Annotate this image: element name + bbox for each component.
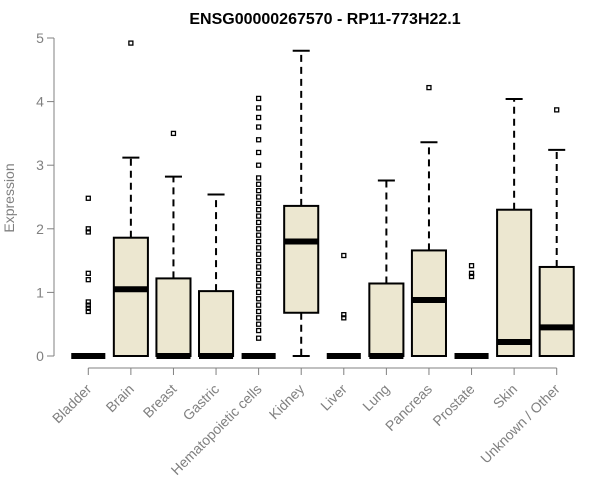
outlier-point — [85, 305, 91, 311]
x-tick-label: Prostate — [429, 381, 477, 429]
box-rect — [410, 249, 447, 357]
box-lung — [368, 179, 405, 359]
x-tick-label: Brain — [103, 381, 137, 415]
outlier-point — [85, 277, 91, 283]
outlier-point — [255, 251, 262, 257]
outlier-point — [85, 195, 91, 201]
outlier-point — [255, 200, 262, 207]
box-liver — [326, 252, 361, 359]
outlier-point — [255, 302, 262, 308]
box-rect — [538, 265, 575, 357]
x-tick-label: Liver — [317, 381, 350, 414]
outlier-point — [170, 130, 177, 137]
x-tick-label: Pancreas — [382, 381, 435, 434]
box-rect — [112, 236, 149, 357]
outlier-point — [255, 162, 262, 168]
boxes-group — [71, 40, 575, 359]
y-tick-label: 1 — [36, 284, 44, 300]
outlier-point — [85, 229, 91, 235]
outlier-point — [128, 40, 134, 46]
box-rect — [198, 290, 235, 357]
outlier-point — [468, 273, 475, 280]
outlier-point — [255, 194, 262, 200]
outlier-point — [255, 308, 262, 315]
outlier-point — [255, 327, 262, 334]
box-rect — [155, 277, 192, 357]
outlier-point — [255, 232, 262, 238]
outlier-point — [255, 213, 262, 219]
box-gastric — [198, 193, 235, 359]
y-axis: 0 1 2 3 4 5 — [36, 30, 55, 364]
outlier-point — [85, 308, 91, 315]
box-pancreas — [410, 84, 447, 357]
x-tick-label: Lung — [359, 381, 392, 414]
box-brain — [112, 40, 149, 357]
outlier-point — [255, 245, 262, 251]
x-tick-label: Unknown / Other — [477, 381, 563, 467]
outlier-point — [255, 277, 262, 283]
outlier-point — [255, 257, 262, 264]
outlier-point — [255, 114, 262, 121]
outlier-point — [255, 321, 262, 327]
outlier-point — [255, 264, 262, 270]
box-unknown-other — [538, 107, 575, 357]
y-tick-label: 5 — [36, 30, 44, 46]
outlier-point — [468, 270, 475, 276]
outlier-point — [255, 226, 262, 232]
outlier-point — [255, 289, 262, 296]
box-prostate — [454, 263, 489, 359]
outlier-point — [255, 181, 262, 187]
outlier-point — [341, 315, 347, 321]
outlier-point — [255, 207, 262, 213]
outlier-point — [426, 84, 432, 91]
y-tick-label: 0 — [36, 348, 44, 364]
outlier-point — [341, 312, 347, 318]
box-rect — [283, 204, 320, 314]
outlier-point — [255, 124, 262, 130]
x-tick-label: Gastric — [179, 381, 222, 424]
y-tick-label: 2 — [36, 221, 44, 237]
outlier-point — [255, 175, 262, 181]
outlier-point — [255, 315, 262, 321]
box-bladder — [71, 195, 106, 359]
box-hematopoietic-cells — [241, 95, 276, 359]
box-breast — [155, 130, 192, 359]
outlier-point — [468, 263, 475, 269]
y-axis-label: Expression — [1, 163, 17, 232]
outlier-point — [255, 137, 262, 143]
x-tick-label: Kidney — [266, 381, 308, 423]
x-tick-label: Bladder — [49, 381, 95, 427]
outlier-point — [255, 238, 262, 245]
outlier-point — [255, 296, 262, 302]
box-rect — [496, 208, 533, 357]
x-tick-label: Breast — [140, 381, 180, 421]
outlier-point — [85, 226, 91, 232]
outlier-point — [255, 270, 262, 276]
outlier-point — [85, 299, 91, 305]
chart-title: ENSG00000267570 - RP11-773H22.1 — [189, 11, 460, 28]
outlier-point — [554, 107, 560, 113]
box-kidney — [283, 49, 320, 357]
x-tick-label: Skin — [490, 381, 521, 412]
outlier-point — [255, 149, 262, 156]
box-skin — [496, 98, 533, 357]
outlier-point — [255, 335, 262, 341]
y-tick-label: 3 — [36, 157, 44, 173]
outlier-point — [255, 105, 262, 111]
outlier-point — [341, 252, 347, 259]
outlier-point — [255, 219, 262, 226]
outlier-point — [85, 302, 91, 308]
outlier-point — [255, 95, 262, 102]
y-tick-label: 4 — [36, 94, 44, 110]
outlier-point — [255, 187, 262, 194]
box-rect — [368, 282, 405, 357]
outlier-point — [255, 283, 262, 289]
outlier-point — [85, 270, 91, 276]
